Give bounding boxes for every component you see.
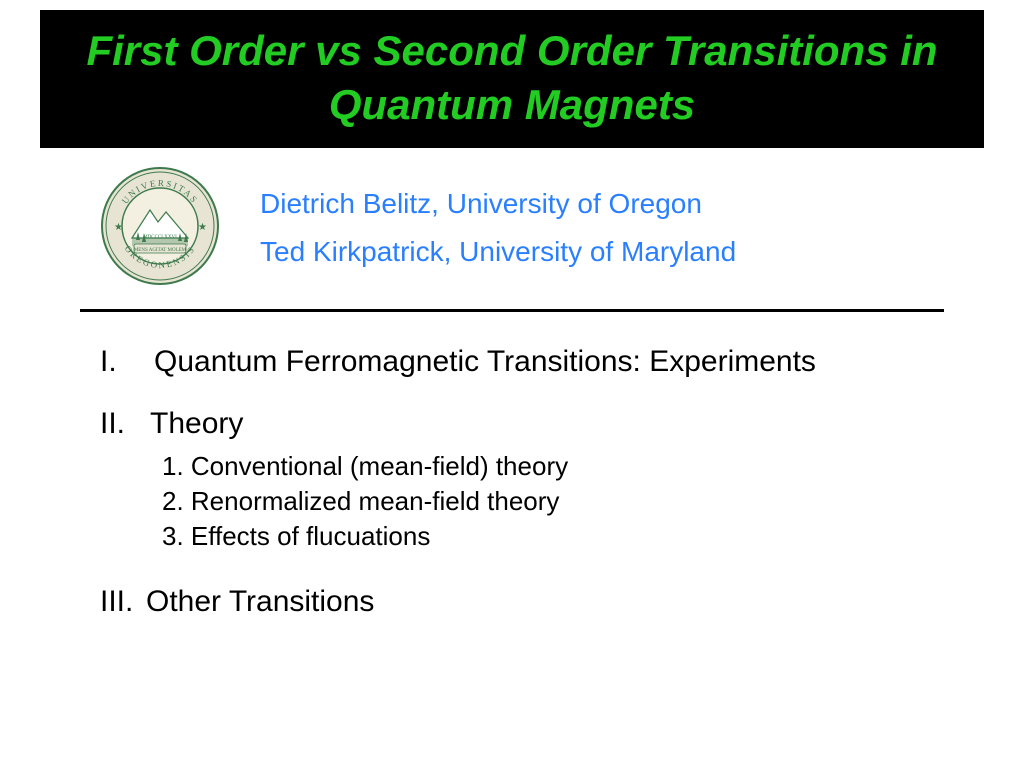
outline-text: Theory <box>150 404 243 445</box>
outline-subitem: 3. Effects of flucuations <box>162 519 944 554</box>
university-seal-icon: MENS AGITAT MOLEM MDCCCLXXVI UNIVERSITAS… <box>100 166 220 291</box>
outline-item-ii: II. Theory <box>100 404 944 445</box>
svg-text:★: ★ <box>198 222 207 233</box>
author-line: Dietrich Belitz, University of Oregon <box>260 180 964 228</box>
authors-block: Dietrich Belitz, University of Oregon Te… <box>260 180 964 275</box>
outline-subitem: 2. Renormalized mean-field theory <box>162 484 944 519</box>
svg-text:MENS AGITAT MOLEM: MENS AGITAT MOLEM <box>134 248 187 253</box>
roman-numeral: I. <box>100 342 136 383</box>
outline-item-i: I. Quantum Ferromagnetic Transitions: Ex… <box>100 342 944 383</box>
outline-text: Other Transitions <box>146 582 374 623</box>
authors-row: MENS AGITAT MOLEM MDCCCLXXVI UNIVERSITAS… <box>100 166 964 291</box>
svg-text:★: ★ <box>114 222 123 233</box>
svg-text:MDCCCLXXVI: MDCCCLXXVI <box>143 235 177 240</box>
outline: I. Quantum Ferromagnetic Transitions: Ex… <box>100 342 944 623</box>
roman-numeral: II. <box>100 404 136 445</box>
divider <box>80 309 944 312</box>
outline-text: Quantum Ferromagnetic Transitions: Exper… <box>154 342 816 383</box>
slide-title: First Order vs Second Order Transitions … <box>60 24 964 132</box>
roman-numeral: III. <box>100 582 136 623</box>
title-bar: First Order vs Second Order Transitions … <box>40 10 984 148</box>
author-line: Ted Kirkpatrick, University of Maryland <box>260 228 964 276</box>
outline-item-iii: III. Other Transitions <box>100 582 944 623</box>
outline-subitem: 1. Conventional (mean-field) theory <box>162 449 944 484</box>
